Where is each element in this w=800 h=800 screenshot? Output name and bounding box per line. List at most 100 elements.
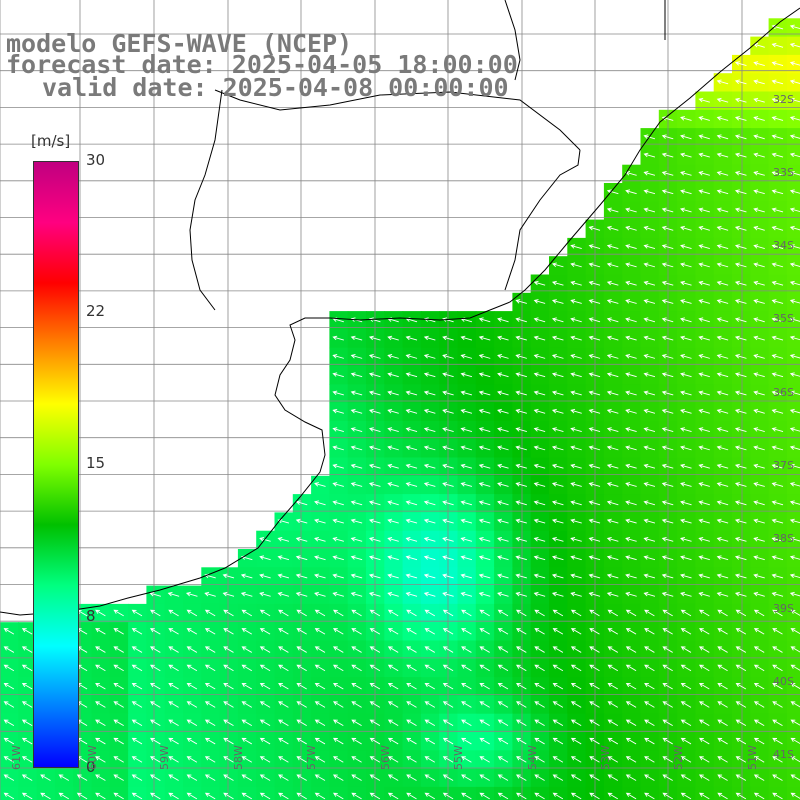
- colorbar-tick-15: 15: [86, 454, 106, 472]
- wind-arrow: [606, 262, 619, 268]
- wind-arrow: [570, 664, 582, 672]
- wind-arrow: [95, 719, 106, 727]
- wind-arrow: [551, 317, 564, 323]
- wind-arrow: [168, 737, 179, 745]
- wind-arrow: [314, 591, 326, 597]
- wind-arrow: [698, 500, 710, 506]
- speed-cell: [786, 567, 800, 587]
- wind-arrow: [479, 701, 490, 708]
- wind-arrow: [332, 628, 344, 635]
- wind-arrow: [497, 317, 509, 323]
- wind-arrow: [95, 792, 106, 800]
- speed-cell: [530, 786, 550, 800]
- wind-arrow: [753, 116, 765, 121]
- wind-arrow: [405, 500, 418, 506]
- wind-arrow: [442, 354, 454, 359]
- wind-arrow: [534, 646, 545, 653]
- wind-arrow: [552, 719, 564, 727]
- wind-arrow: [168, 664, 179, 672]
- wind-arrow: [790, 646, 800, 653]
- wind-arrow: [716, 244, 729, 250]
- lon-label: 58W: [232, 745, 245, 770]
- wind-arrow: [588, 280, 601, 286]
- wind-arrow: [369, 682, 381, 690]
- wind-arrow: [278, 609, 289, 617]
- wind-arrow: [551, 482, 564, 487]
- wind-arrow: [515, 317, 527, 323]
- wind-arrow: [734, 408, 747, 414]
- wind-arrow: [753, 537, 765, 542]
- wind-arrow: [717, 792, 728, 800]
- wind-arrow: [149, 682, 161, 690]
- wind-arrow: [369, 701, 381, 708]
- wind-arrow: [771, 445, 784, 451]
- wind-arrow: [368, 555, 381, 561]
- wind-arrow: [278, 719, 289, 727]
- wind-arrow: [698, 390, 710, 396]
- wind-arrow: [753, 518, 765, 524]
- wind-arrow: [771, 97, 784, 103]
- wind-arrow: [698, 280, 710, 286]
- wind-arrow: [442, 463, 454, 469]
- wind-arrow: [332, 774, 344, 781]
- wind-arrow: [552, 609, 564, 617]
- wind-arrow: [223, 628, 234, 635]
- speed-cell: [786, 91, 800, 111]
- wind-arrow: [368, 335, 381, 341]
- wind-arrow: [551, 537, 564, 542]
- wind-arrow: [734, 97, 747, 103]
- wind-arrow: [387, 719, 399, 727]
- wind-arrow: [442, 792, 454, 800]
- wind-arrow: [351, 646, 362, 653]
- wind-arrow: [442, 737, 454, 745]
- wind-arrow: [643, 537, 656, 542]
- wind-arrow: [332, 701, 344, 708]
- wind-arrow: [387, 372, 399, 378]
- wind-arrow: [753, 390, 765, 396]
- wind-arrow: [3, 701, 15, 708]
- wind-arrow: [643, 317, 656, 323]
- wind-arrow: [661, 225, 674, 231]
- wind-arrow: [461, 792, 472, 800]
- wind-arrow: [644, 719, 655, 727]
- wind-arrow: [716, 152, 729, 158]
- wind-arrow: [497, 427, 509, 433]
- wind-arrow: [625, 591, 637, 597]
- wind-arrow: [278, 646, 289, 653]
- wind-arrow: [570, 537, 582, 542]
- wind-arrow: [680, 189, 692, 195]
- wind-arrow: [698, 774, 710, 781]
- wind-arrow: [772, 664, 783, 672]
- speed-cell: [786, 530, 800, 550]
- wind-arrow: [369, 646, 381, 653]
- wind-arrow: [570, 280, 582, 286]
- wind-arrow: [661, 591, 674, 597]
- wind-arrow: [643, 390, 656, 396]
- wind-arrow: [533, 280, 546, 286]
- speed-cell: [475, 786, 495, 800]
- wind-arrow: [497, 737, 509, 745]
- wind-arrow: [661, 518, 674, 524]
- wind-arrow: [606, 555, 619, 561]
- wind-arrow: [625, 482, 637, 487]
- wind-arrow: [753, 408, 765, 414]
- wind-arrow: [497, 482, 509, 487]
- speed-cell: [91, 786, 111, 800]
- wind-arrow: [497, 518, 509, 524]
- wind-arrow: [680, 573, 692, 579]
- speed-cell: [201, 786, 221, 800]
- wind-arrow: [680, 207, 692, 213]
- wind-arrow: [204, 609, 216, 617]
- wind-arrow: [387, 646, 399, 653]
- lon-label: 57W: [305, 745, 318, 770]
- wind-arrow: [533, 500, 546, 506]
- wind-arrow: [772, 646, 783, 653]
- wind-arrow: [716, 280, 729, 286]
- wind-arrow: [735, 646, 747, 653]
- wind-arrow: [368, 482, 381, 487]
- wind-arrow: [478, 354, 491, 359]
- wind-arrow: [716, 134, 729, 140]
- wind-arrow: [771, 537, 784, 542]
- wind-arrow: [698, 97, 710, 103]
- lon-label: 54W: [526, 745, 539, 770]
